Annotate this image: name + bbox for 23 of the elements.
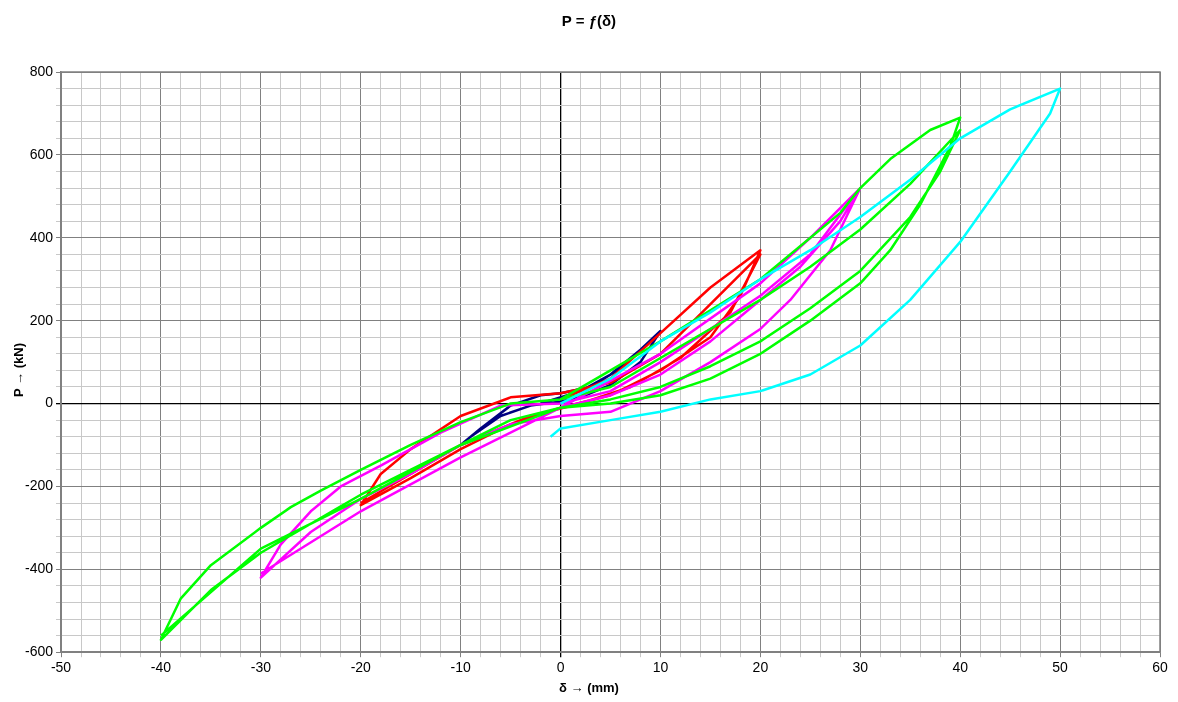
y-tick-label: -200 <box>24 477 54 494</box>
x-tick-label: -50 <box>50 659 72 676</box>
y-tick-label: -400 <box>24 560 54 577</box>
y-tick-label: 200 <box>29 311 54 328</box>
y-tick-label: -600 <box>24 643 54 660</box>
x-tick-label: -10 <box>450 659 471 676</box>
x-tick-label: 10 <box>652 659 669 676</box>
y-tick-label: 400 <box>29 228 54 245</box>
x-tick-label: 40 <box>952 659 969 676</box>
x-tick-label: 60 <box>1152 659 1168 676</box>
x-axis-title: δ → (mm) <box>558 680 620 695</box>
x-tick-label: -40 <box>150 659 172 676</box>
y-tick-label: 0 <box>45 394 54 411</box>
y-tick-label: 600 <box>29 145 54 162</box>
x-tick-label: 30 <box>852 659 869 676</box>
x-tick-label: 20 <box>752 659 769 676</box>
chart-title: P = ƒ(δ) <box>560 12 618 29</box>
x-tick-label: -20 <box>350 659 372 676</box>
x-tick-label: 0 <box>556 659 565 676</box>
y-axis-title: P → (kN) <box>10 343 26 397</box>
y-tick-label: 800 <box>29 62 54 79</box>
x-tick-label: -30 <box>250 659 272 676</box>
x-tick-label: 50 <box>1052 659 1069 676</box>
